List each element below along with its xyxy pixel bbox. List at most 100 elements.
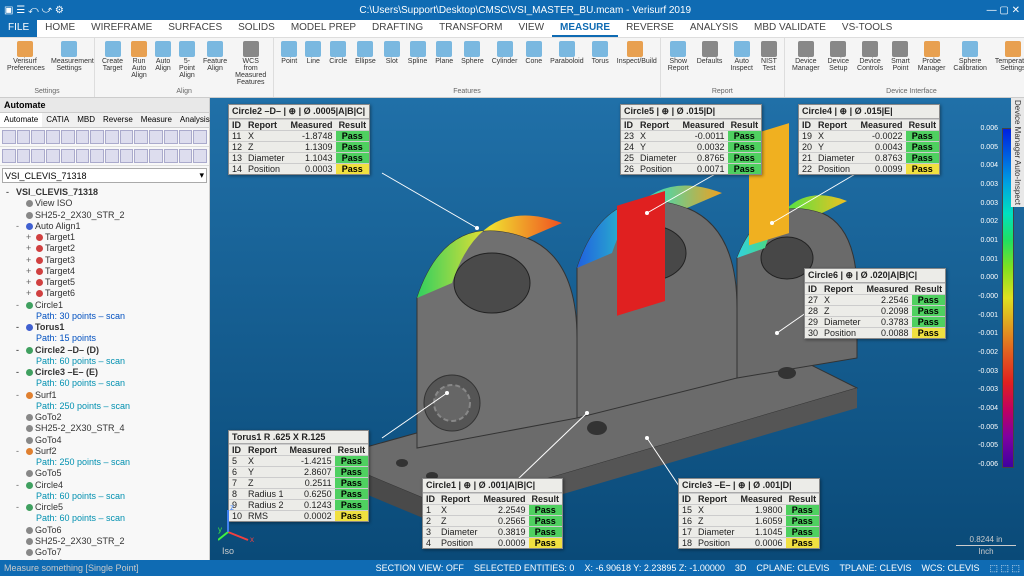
panel-tool-btn[interactable] [105, 149, 119, 163]
expand-icon[interactable]: - [16, 480, 24, 491]
ribbon-btn-plane[interactable]: Plane [432, 40, 456, 66]
expand-icon[interactable]: - [16, 558, 24, 560]
tab-mbd validate[interactable]: MBD VALIDATE [746, 20, 834, 37]
tab-vs-tools[interactable]: VS-TOOLS [834, 20, 900, 37]
tree-item[interactable]: GoTo7 [2, 547, 207, 558]
window-controls[interactable]: — ▢ ✕ [987, 5, 1020, 16]
ribbon-btn-auto[interactable]: Auto Align [152, 40, 174, 87]
tab-transform[interactable]: TRANSFORM [431, 20, 510, 37]
tree-item[interactable]: -Circle3 –E– (E) [2, 367, 207, 378]
panel-tool-btn[interactable] [2, 149, 16, 163]
tree-item[interactable]: Path: 30 points – scan [2, 311, 207, 322]
expand-icon[interactable]: - [16, 300, 24, 311]
expand-icon[interactable]: - [16, 367, 24, 378]
tree-item[interactable]: -Auto Align1 [2, 221, 207, 232]
expand-icon[interactable]: + [26, 277, 34, 288]
panel-tab-catia[interactable]: CATIA [42, 113, 73, 127]
panel-tool-btn[interactable] [61, 149, 75, 163]
ribbon-btn-line[interactable]: Line [302, 40, 324, 66]
panel-tool-btn[interactable] [120, 130, 134, 144]
tab-analysis[interactable]: ANALYSIS [682, 20, 746, 37]
ribbon-btn-defaults[interactable]: Defaults [694, 40, 726, 73]
plan-combo[interactable]: VSI_CLEVIS_71318 ▾ [2, 168, 207, 183]
ribbon-btn-nist[interactable]: NIST Test [758, 40, 780, 73]
panel-tool-btn[interactable] [149, 149, 163, 163]
ribbon-btn-create[interactable]: Create Target [99, 40, 126, 87]
panel-toolbar-2[interactable] [0, 147, 209, 166]
right-dock-tabs[interactable]: Device Manager Auto-Inspect [1011, 98, 1024, 207]
ribbon-btn-paraboloid[interactable]: Paraboloid [547, 40, 586, 66]
callout-circle4[interactable]: Circle4 | ⊕ | Ø .015|E|IDReportMeasuredR… [798, 104, 940, 175]
ribbon-btn-verisurf[interactable]: Verisurf Preferences [4, 40, 46, 73]
expand-icon[interactable]: - [16, 221, 24, 232]
panel-tool-btn[interactable] [31, 130, 45, 144]
panel-tool-btn[interactable] [76, 149, 90, 163]
status-extra-icons[interactable]: ⬚ ⬚ ⬚ [989, 563, 1020, 574]
tab-reverse[interactable]: REVERSE [618, 20, 682, 37]
tree-item[interactable]: Path: 60 points – scan [2, 491, 207, 502]
panel-tool-btn[interactable] [17, 130, 31, 144]
tree-item[interactable]: GoTo2 [2, 412, 207, 423]
tree-item[interactable]: -Surf2 [2, 446, 207, 457]
ribbon-btn-device[interactable]: Device Controls [854, 40, 886, 73]
ribbon-btn-ellipse[interactable]: Ellipse [352, 40, 379, 66]
tree-item[interactable]: View ISO [2, 198, 207, 209]
tab-surfaces[interactable]: SURFACES [160, 20, 230, 37]
tree-item[interactable]: GoTo5 [2, 468, 207, 479]
ribbon-btn-measurement[interactable]: Measurement Settings [48, 40, 90, 73]
tree-item[interactable]: +Target2 [2, 243, 207, 254]
panel-tool-btn[interactable] [164, 130, 178, 144]
tree-item[interactable]: Path: 250 points – scan [2, 401, 207, 412]
plan-tree[interactable]: -VSI_CLEVIS_71318View ISOSH25-2_2X30_STR… [0, 185, 209, 560]
panel-tool-btn[interactable] [17, 149, 31, 163]
panel-tool-btn[interactable] [134, 130, 148, 144]
expand-icon[interactable]: + [26, 243, 34, 254]
panel-tab-analysis[interactable]: Analysis [176, 113, 214, 127]
tab-wireframe[interactable]: WIREFRAME [83, 20, 160, 37]
tree-item[interactable]: +Target6 [2, 288, 207, 299]
callout-circle3[interactable]: Circle3 –E– | ⊕ | Ø .001|D|IDReportMeasu… [678, 478, 820, 549]
ribbon-btn-temperature[interactable]: Temperature Settings [992, 40, 1024, 73]
tab-home[interactable]: HOME [37, 20, 83, 37]
ribbon-btn-run-auto[interactable]: Run Auto Align [128, 40, 150, 87]
callout-circle2[interactable]: Circle2 –D– | ⊕ | Ø .0005|A|B|C|IDReport… [228, 104, 370, 175]
callout-circle6[interactable]: Circle6 | ⊕ | Ø .020|A|B|C|IDReportMeasu… [804, 268, 946, 339]
tab-measure[interactable]: MEASURE [552, 20, 618, 37]
panel-tool-btn[interactable] [46, 130, 60, 144]
tree-item[interactable]: -Circle1 [2, 300, 207, 311]
status-wcs[interactable]: WCS: CLEVIS [921, 563, 979, 573]
tree-item[interactable]: +Target5 [2, 277, 207, 288]
panel-tool-btn[interactable] [76, 130, 90, 144]
ribbon-btn-sphere[interactable]: Sphere Calibration [950, 40, 989, 73]
panel-tool-btn[interactable] [90, 130, 104, 144]
ribbon-btn-torus[interactable]: Torus [589, 40, 612, 66]
ribbon-btn-auto[interactable]: Auto Inspect [727, 40, 756, 73]
expand-icon[interactable]: + [26, 232, 34, 243]
panel-tool-btn[interactable] [46, 149, 60, 163]
ribbon-btn-show[interactable]: Show Report [665, 40, 692, 73]
tree-item[interactable]: -Circle2 –D– (D) [2, 345, 207, 356]
panel-tool-btn[interactable] [2, 130, 16, 144]
tree-item[interactable]: SH25-2_2X30_STR_2 [2, 536, 207, 547]
tree-item[interactable]: GoTo6 [2, 525, 207, 536]
panel-tab-mbd[interactable]: MBD [73, 113, 99, 127]
status-3d[interactable]: 3D [735, 563, 747, 573]
expand-icon[interactable]: - [16, 345, 24, 356]
panel-tool-btn[interactable] [149, 130, 163, 144]
ribbon-btn-point[interactable]: Point [278, 40, 300, 66]
expand-icon[interactable]: - [16, 390, 24, 401]
tree-item[interactable]: Path: 60 points – scan [2, 356, 207, 367]
tab-view[interactable]: VIEW [510, 20, 552, 37]
expand-icon[interactable]: - [16, 322, 24, 333]
tree-item[interactable]: -Circle5 [2, 502, 207, 513]
tree-item[interactable]: -Surf1 [2, 390, 207, 401]
tree-item[interactable]: +Target1 [2, 232, 207, 243]
ribbon-btn-wcs-from[interactable]: WCS from Measured Features [232, 40, 269, 87]
tree-item[interactable]: GoTo4 [2, 435, 207, 446]
expand-icon[interactable]: - [6, 187, 14, 198]
tab-file[interactable]: FILE [0, 20, 37, 37]
ribbon-btn-device[interactable]: Device Setup [825, 40, 852, 73]
panel-tab-automate[interactable]: Automate [0, 113, 42, 127]
ribbon-btn-probe[interactable]: Probe Manager [915, 40, 949, 73]
panel-tool-btn[interactable] [120, 149, 134, 163]
